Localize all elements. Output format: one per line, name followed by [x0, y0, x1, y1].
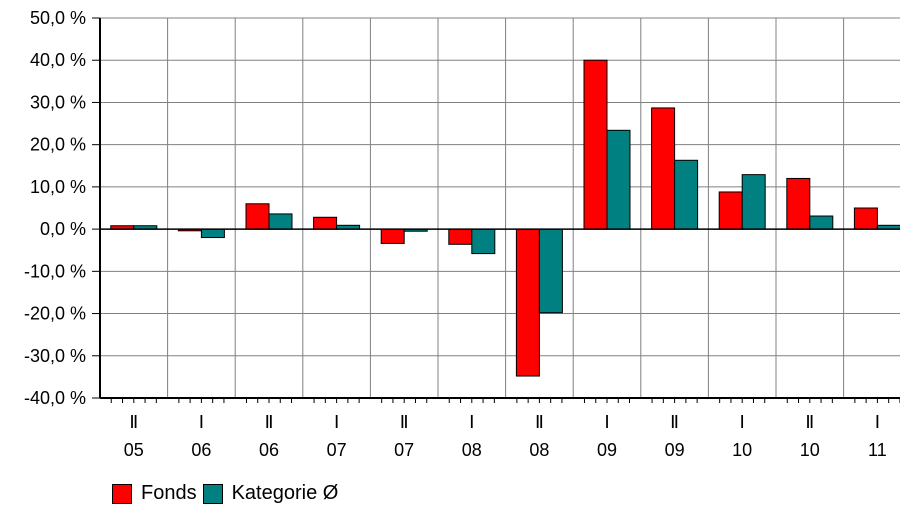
- x-year-label: 07: [394, 440, 414, 460]
- bar-chart: 50,0 % 40,0 % 30,0 % 20,0 % 10,0 % 0,0 % -10,0…: [0, 0, 900, 480]
- x-year-label: 09: [665, 440, 685, 460]
- y-tick-label: 20,0 %: [30, 135, 86, 155]
- bar-kategorie-8: [675, 160, 698, 229]
- x-year-label: 06: [259, 440, 279, 460]
- bar-fonds-7: [584, 60, 607, 229]
- axes: [100, 18, 900, 398]
- bar-fonds-5: [449, 229, 472, 244]
- x-half-label: Ⅰ: [469, 412, 474, 432]
- legend-item-kategorie: Kategorie Ø: [203, 482, 339, 505]
- x-year-label: 09: [597, 440, 617, 460]
- x-half-label: Ⅱ: [535, 412, 544, 432]
- x-year-label: 07: [327, 440, 347, 460]
- legend-swatch-kategorie: [203, 484, 223, 504]
- legend-label-fonds: Fonds: [141, 482, 197, 505]
- bar-fonds-2: [246, 204, 269, 229]
- bar-fonds-3: [314, 217, 337, 229]
- bar-kategorie-7: [607, 130, 630, 229]
- x-half-label: Ⅰ: [604, 412, 609, 432]
- legend-item-fonds: Fonds: [112, 482, 197, 505]
- x-half-label: Ⅱ: [670, 412, 679, 432]
- x-half-label: Ⅱ: [265, 412, 274, 432]
- x-half-label: Ⅰ: [334, 412, 339, 432]
- x-year-label: 11: [868, 440, 887, 460]
- x-half-label: Ⅱ: [129, 412, 138, 432]
- x-year-label: 10: [732, 440, 752, 460]
- x-year-label: 05: [124, 440, 144, 460]
- bar-kategorie-5: [472, 229, 495, 253]
- bar-kategorie-6: [539, 229, 562, 313]
- bar-fonds-11: [854, 208, 877, 229]
- bar-kategorie-2: [269, 214, 292, 229]
- y-axis-ticks: 50,0 % 40,0 % 30,0 % 20,0 % 10,0 % 0,0 % -10,0…: [24, 8, 100, 408]
- bar-fonds-4: [381, 229, 404, 243]
- y-tick-label: 0,0 %: [40, 219, 86, 239]
- bar-fonds-10: [787, 178, 810, 229]
- y-tick-label: -20,0 %: [24, 304, 86, 324]
- x-half-label: Ⅰ: [740, 412, 745, 432]
- bar-fonds-9: [719, 192, 742, 229]
- x-axis-ticks: Ⅱ 05 Ⅰ 06 Ⅱ 06 Ⅰ 07 Ⅱ 07 Ⅰ 08 Ⅱ 08 Ⅰ 09 Ⅱ 09 Ⅰ 10 Ⅱ 10 Ⅰ 11: [111, 398, 900, 460]
- y-tick-label: 10,0 %: [30, 177, 86, 197]
- y-tick-label: 40,0 %: [30, 50, 86, 70]
- x-year-label: 08: [462, 440, 482, 460]
- y-tick-label: 50,0 %: [30, 8, 86, 28]
- x-half-label: Ⅱ: [805, 412, 814, 432]
- legend-label-kategorie: Kategorie Ø: [232, 482, 339, 505]
- x-half-label: Ⅰ: [199, 412, 204, 432]
- y-tick-label: -40,0 %: [24, 388, 86, 408]
- bar-kategorie-9: [742, 175, 765, 229]
- bar-fonds-8: [652, 108, 675, 229]
- bar-kategorie-1: [201, 229, 224, 237]
- x-half-label: Ⅰ: [875, 412, 880, 432]
- grid-lines: [100, 18, 900, 398]
- x-year-label: 08: [529, 440, 549, 460]
- y-tick-label: -30,0 %: [24, 346, 86, 366]
- y-tick-label: -10,0 %: [24, 261, 86, 281]
- legend: Fonds Kategorie Ø: [112, 481, 344, 506]
- x-year-label: 06: [191, 440, 211, 460]
- x-half-label: Ⅱ: [400, 412, 409, 432]
- legend-swatch-fonds: [112, 484, 132, 504]
- x-year-label: 10: [800, 440, 820, 460]
- y-tick-label: 30,0 %: [30, 92, 86, 112]
- bar-kategorie-10: [810, 216, 833, 229]
- bar-fonds-6: [516, 229, 539, 376]
